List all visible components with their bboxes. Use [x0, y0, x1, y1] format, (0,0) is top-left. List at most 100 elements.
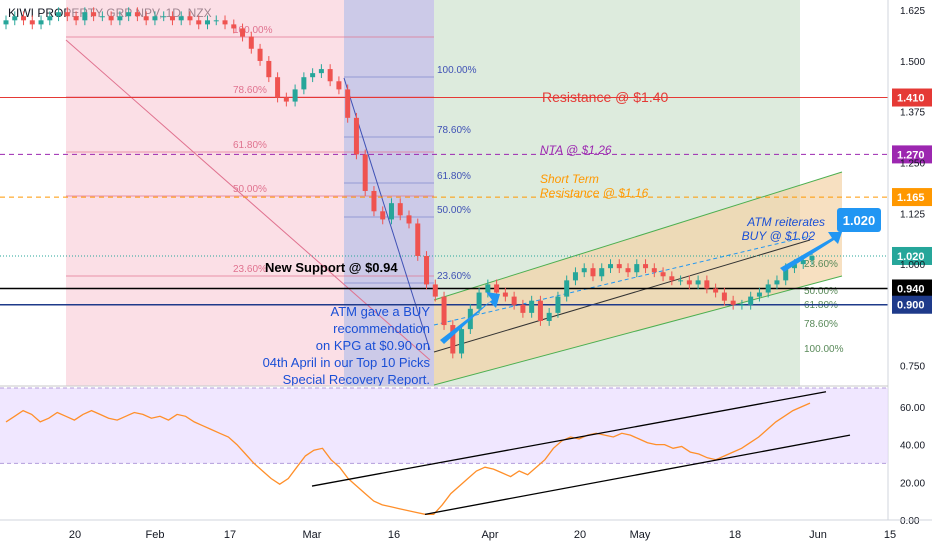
candle-body: [476, 292, 482, 309]
level-tag-bg-1.020: [892, 246, 932, 265]
level-tag-1.020: 1.020: [897, 251, 925, 263]
annotation-reiterates-1: ATM reiterates: [746, 215, 825, 229]
fib-second-label: 78.60%: [437, 125, 471, 136]
candle-body: [581, 268, 587, 273]
x-axis-tick: Feb: [146, 529, 165, 541]
candle-body: [275, 77, 281, 98]
candle-body: [590, 268, 596, 277]
candle-body: [651, 268, 657, 273]
channel-mid-line: [433, 239, 811, 353]
candle-body: [240, 28, 246, 37]
candle-body: [99, 16, 105, 18]
candle-body: [494, 284, 500, 293]
candle-body: [205, 20, 210, 25]
candle-body: [257, 48, 263, 61]
candle-body: [502, 292, 508, 297]
regression-channel: [434, 172, 842, 385]
candle-body: [336, 81, 342, 90]
candle-body: [196, 20, 202, 25]
candle-body: [669, 276, 675, 281]
rsi-axis-tick: 0.00: [900, 516, 920, 527]
candle-body: [397, 203, 403, 216]
level-tag-bg-1.165: [892, 188, 932, 207]
candle-body: [555, 296, 561, 313]
candle-body: [143, 16, 149, 21]
level-tag-bg-0.940: [892, 279, 932, 298]
fib-third-label: 50.00%: [804, 286, 838, 297]
candle-body: [616, 264, 622, 269]
arrow-reiterate: [780, 232, 842, 272]
candle-body: [730, 300, 736, 305]
candle-body: [388, 203, 394, 220]
candle-body: [117, 16, 123, 21]
rsi-trendline-lower: [424, 434, 851, 515]
candle-body: [231, 24, 237, 29]
candle-body: [529, 300, 535, 313]
level-tag-0.940: 0.940: [897, 283, 925, 295]
candle-body: [21, 16, 27, 21]
candle-body: [371, 190, 377, 212]
price-axis-tick: 1.625: [900, 6, 925, 17]
fib-second-label: 61.80%: [437, 171, 471, 182]
candle-body: [748, 296, 754, 305]
candle-body: [599, 268, 605, 277]
callout-value: 1.020: [843, 213, 876, 228]
fib-second-label: 100.00%: [437, 65, 477, 76]
level-tag-1.165: 1.165: [897, 192, 925, 204]
fib-second-label: 23.60%: [437, 271, 471, 282]
candle-body: [327, 69, 333, 82]
candle-body: [187, 16, 193, 21]
x-axis-tick: Jun: [809, 529, 827, 541]
candle-body: [809, 255, 815, 261]
candle-body: [625, 268, 631, 273]
candle-body: [292, 89, 298, 102]
candle-body: [713, 288, 719, 293]
candle-body: [695, 280, 701, 285]
rsi-band: [0, 388, 888, 464]
candle-body: [791, 264, 797, 269]
x-axis-tick: Apr: [481, 529, 498, 541]
candle-body: [222, 20, 228, 25]
fib-first-label: 50.00%: [233, 184, 267, 195]
candle-body: [520, 304, 526, 313]
candle-body: [564, 280, 570, 297]
candle-body: [161, 16, 167, 18]
x-axis-tick: 16: [388, 529, 400, 541]
candle-body: [380, 211, 386, 220]
candle-body: [3, 20, 9, 25]
fib-first-label: 78.60%: [233, 85, 267, 96]
rsi-axis-tick: 60.00: [900, 403, 925, 414]
fib-third-label: 23.60%: [804, 259, 838, 270]
candle-body: [783, 268, 789, 281]
candle-body: [643, 264, 649, 269]
candle-body: [800, 260, 806, 265]
fib-first-label: 23.60%: [233, 264, 267, 275]
level-tag-0.900: 0.900: [897, 300, 925, 312]
price-axis-tick: 0.750: [900, 362, 925, 373]
channel-dashed-line: [433, 235, 811, 326]
candle-body: [310, 73, 316, 78]
candle-body: [537, 300, 543, 321]
rsi-trendline-upper: [311, 391, 827, 487]
candle-body: [73, 16, 79, 21]
channel-lower-line: [433, 275, 843, 386]
candle-body: [415, 223, 421, 256]
candle-body: [511, 296, 517, 305]
annotation-atm-buy-line: Special Recovery Report.: [283, 372, 430, 387]
candle-body: [134, 12, 140, 17]
candle-body: [318, 69, 324, 74]
candle-body: [432, 284, 438, 297]
candle-body: [38, 20, 44, 25]
candle-body: [686, 280, 692, 285]
candle-body: [739, 304, 745, 306]
candle-body: [345, 89, 351, 118]
price-axis-tick: 1.000: [900, 260, 925, 271]
price-axis-tick: 1.500: [900, 57, 925, 68]
price-axis-tick: 1.125: [900, 209, 925, 220]
candle-body: [660, 272, 666, 277]
annotation-resistance: Resistance @ $1.40: [542, 89, 668, 105]
level-tag-1.410: 1.410: [897, 93, 925, 105]
candle-body: [64, 12, 70, 17]
